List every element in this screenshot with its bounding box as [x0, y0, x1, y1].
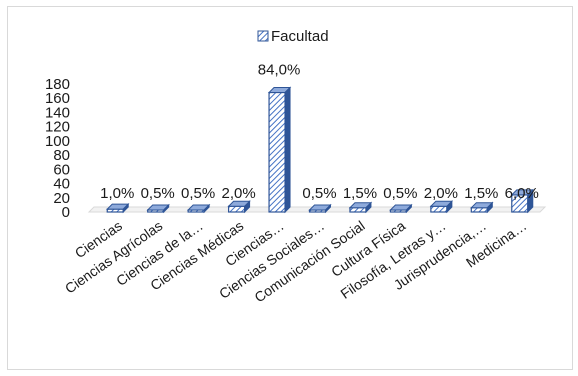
bar-side: [203, 203, 210, 214]
bar: [510, 188, 534, 214]
data-label: 0,5%: [383, 185, 417, 202]
y-tick-label: 80: [53, 147, 70, 164]
bar: [308, 203, 332, 214]
data-label: 0,5%: [141, 185, 175, 202]
bar-front: [470, 207, 488, 213]
data-label: 1,5%: [343, 185, 377, 202]
data-label: 6,0%: [505, 185, 539, 202]
bar: [106, 202, 130, 214]
bar-front: [268, 91, 286, 213]
bar-side: [244, 200, 251, 214]
bar-side: [163, 203, 170, 214]
data-label: 2,0%: [221, 185, 255, 202]
data-labels: 1,0% 0,5% 0,5% 2,0% 84,0% 0,5% 1,5% 0,5% 2,0% 1,5…: [100, 62, 539, 202]
bar: [348, 201, 373, 214]
bar-side: [284, 86, 291, 214]
bar-side: [527, 188, 534, 214]
data-label: 0,5%: [181, 185, 215, 202]
bar-side: [122, 202, 129, 214]
bar: [146, 203, 170, 214]
bar: [470, 201, 494, 214]
legend-label: Facultad: [271, 28, 329, 45]
data-label: 2,0%: [424, 185, 458, 202]
data-label: 1,5%: [464, 185, 498, 202]
bar-side: [486, 201, 493, 214]
y-tick-label: 40: [53, 176, 70, 193]
y-tick-label: 100: [45, 133, 70, 150]
bar: [429, 200, 454, 214]
y-tick-label: 160: [45, 90, 70, 107]
y-tick-label: 60: [53, 161, 70, 178]
bar-side: [446, 200, 453, 214]
bar: [227, 200, 251, 214]
y-tick-label: 0: [62, 204, 70, 221]
bars: [106, 86, 534, 214]
bar-side: [405, 203, 412, 214]
y-tick-label: 120: [45, 119, 70, 136]
bar-front: [430, 205, 448, 213]
bar: [267, 86, 292, 214]
legend: Facultad: [257, 28, 329, 45]
y-tick-label: 180: [45, 76, 70, 93]
data-label: 0,5%: [302, 185, 336, 202]
bar: [389, 203, 413, 214]
y-tick-label: 20: [53, 190, 70, 207]
data-label: 84,0%: [258, 62, 301, 79]
bar: [186, 203, 211, 214]
bar-front: [349, 207, 367, 213]
bar-side: [325, 203, 331, 214]
y-tick-label: 140: [45, 104, 70, 121]
legend-swatch: [257, 30, 269, 42]
bar-side: [365, 201, 372, 214]
data-label: 1,0%: [100, 185, 134, 202]
bar-front: [227, 205, 246, 213]
